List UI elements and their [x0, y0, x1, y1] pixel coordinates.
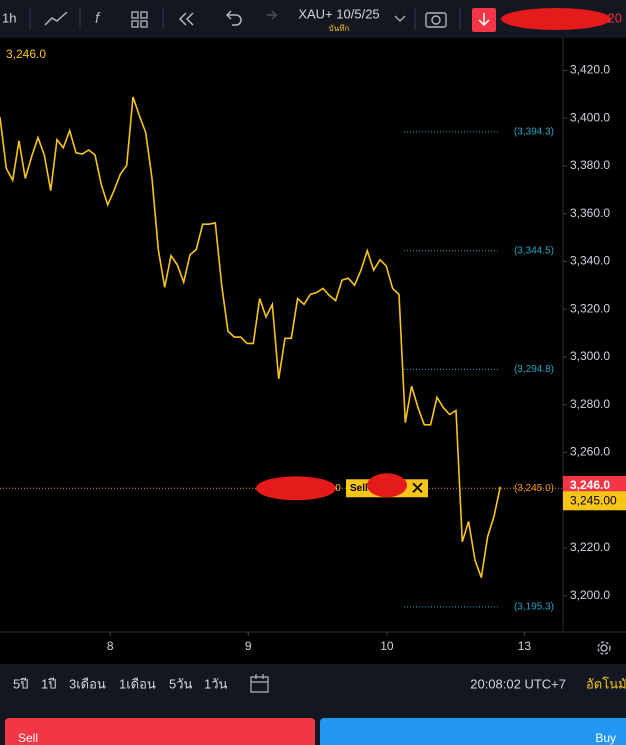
price-level-label: (3,344.5)	[514, 245, 554, 256]
date-range-icon[interactable]	[250, 674, 269, 693]
x-tick-label: 13	[518, 639, 532, 653]
redaction	[501, 8, 611, 30]
account[interactable]: 20	[608, 10, 622, 25]
price-level-label: (3,394.3)	[514, 126, 554, 137]
x-tick-label: 9	[245, 639, 252, 653]
buy-label[interactable]: Buy	[595, 731, 616, 745]
y-tick-label: 3,320.0	[570, 301, 610, 315]
redaction	[367, 473, 407, 498]
price-level-label: (3,294.8)	[514, 364, 554, 375]
settings-icon[interactable]	[597, 641, 611, 655]
y-tick-label: 3,400.0	[570, 110, 610, 124]
range-button[interactable]: 1วัน	[204, 676, 228, 691]
y-tick-label: 3,300.0	[570, 349, 610, 363]
range-button[interactable]: 1เดือน	[119, 676, 156, 691]
sell-label[interactable]: Sell	[18, 731, 38, 745]
save-label[interactable]: บันทึก	[329, 24, 350, 33]
position-side[interactable]: Sell	[350, 483, 368, 494]
price-level-label: (3,195.3)	[514, 602, 554, 613]
redo-icon[interactable]	[267, 10, 278, 20]
range-button[interactable]: 5วัน	[169, 676, 193, 691]
dropdown-icon[interactable]	[394, 15, 406, 22]
camera-icon[interactable]	[425, 12, 447, 28]
position-qty: 0	[335, 483, 341, 494]
y-tick-label: 3,360.0	[570, 206, 610, 220]
sell-button[interactable]	[5, 718, 315, 745]
clock: 20:08:02 UTC+7	[470, 676, 566, 691]
position-label: (3,245.0)	[514, 483, 554, 494]
fx-icon[interactable]: f	[95, 10, 101, 27]
y-tick-label: 3,200.0	[570, 588, 610, 602]
buy-button[interactable]	[320, 718, 626, 745]
y-tick-label: 3,380.0	[570, 158, 610, 172]
close-icon[interactable]	[412, 482, 423, 493]
y-tick-label: 3,340.0	[570, 254, 610, 268]
y-tick-label: 3,260.0	[570, 445, 610, 459]
auto-scale[interactable]: อัตโนมัติ	[586, 676, 626, 691]
bid-price-label: 3,245.00	[570, 493, 617, 507]
redaction	[256, 476, 336, 501]
replay-icon[interactable]	[178, 12, 187, 26]
header-price: 3,246.0	[6, 47, 46, 61]
range-button[interactable]: 5ปี	[13, 676, 28, 691]
undo-icon[interactable]	[225, 10, 242, 26]
y-tick-label: 3,420.0	[570, 63, 610, 77]
range-button[interactable]: 3เดือน	[69, 676, 106, 691]
y-tick-label: 3,220.0	[570, 540, 610, 554]
y-tick-label: 3,280.0	[570, 397, 610, 411]
last-price-tag	[563, 475, 626, 495]
price-line	[0, 96, 502, 578]
symbol[interactable]: XAU+ 10/5/25	[298, 6, 379, 21]
bid-price-tag	[563, 491, 626, 511]
indicator-icon[interactable]	[44, 11, 68, 26]
down-arrow	[478, 13, 490, 27]
last-price-label: 3,246.0	[570, 478, 610, 492]
interval[interactable]: 1h	[2, 10, 16, 25]
x-tick-label: 8	[107, 639, 114, 653]
replay-icon[interactable]	[185, 12, 194, 26]
range-button[interactable]: 1ปี	[41, 676, 56, 691]
x-tick-label: 10	[380, 639, 394, 653]
layout-icon[interactable]	[131, 11, 148, 28]
